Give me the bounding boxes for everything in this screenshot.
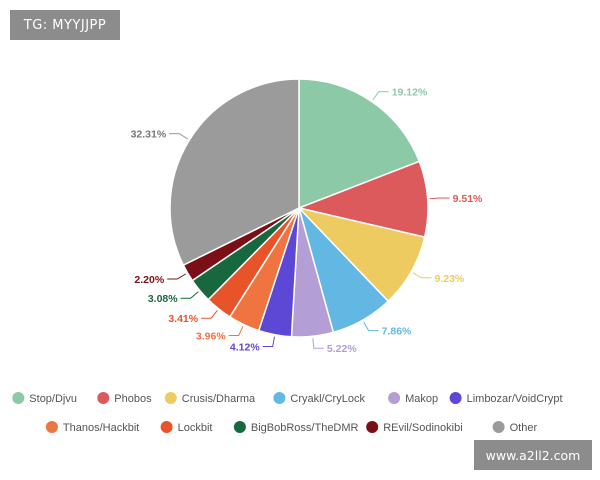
watermark-url: www.a2ll2.com [474, 440, 592, 470]
legend-label-phobos: Phobos [114, 393, 152, 405]
data-label-makop: 5.22% [327, 343, 357, 355]
legend-marker-thanos-hackbit [45, 421, 58, 433]
legend-label-stop-djvu: Stop/Djvu [29, 393, 77, 405]
legend-label-thanos-hackbit: Thanos/Hackbit [63, 422, 139, 434]
pie-data-labels: 19.12% 9.51% 9.23% 7.86% 5.22% 4.12% 3.96% 3.41… [131, 87, 483, 356]
leader-line-lockbit [201, 310, 218, 319]
chart-legend: Stop/Djvu Phobos Crusis/Dharma Cryakl/CryLo… [12, 392, 563, 434]
legend-marker-revil-sodinokibi [366, 421, 379, 433]
pie-slice-phobos [296, 160, 429, 239]
legend-marker-stop-djvu [12, 392, 25, 404]
legend-marker-makop [388, 392, 401, 404]
legend-marker-crusis-dharma [164, 392, 177, 404]
pie-leader-lines [167, 91, 450, 349]
legend-marker-phobos [97, 392, 110, 404]
data-label-phobos: 9.51% [453, 193, 483, 205]
data-label-revil-sodinokibi: 2.20% [134, 274, 164, 286]
pie-slice-stop-djvu [298, 78, 421, 210]
legend-label-limbozar-voidcrypt: Limbozar/VoidCrypt [467, 393, 563, 405]
pie-slice-other [169, 78, 300, 267]
legend-label-crusis-dharma: Crusis/Dharma [182, 393, 256, 405]
leader-line-limbozar-voidcrypt [262, 336, 275, 347]
leader-line-phobos [429, 197, 450, 200]
legend-marker-lockbit [160, 421, 173, 433]
watermark-tag: TG: MYYJJPP [10, 10, 120, 40]
data-label-other: 32.31% [131, 129, 167, 141]
pie-slices [169, 78, 429, 338]
leader-line-stop-djvu [372, 91, 389, 101]
data-label-stop-djvu: 19.12% [392, 87, 428, 99]
data-label-bigbobross-thedmr: 3.08% [148, 293, 178, 305]
data-label-crusis-dharma: 9.23% [435, 273, 465, 285]
leader-line-cryakl-crylock [363, 321, 379, 332]
data-label-thanos-hackbit: 3.96% [196, 331, 226, 343]
legend-marker-bigbobross-thedmr [233, 421, 246, 433]
legend-label-cryakl-crylock: Cryakl/CryLock [290, 393, 365, 405]
data-label-lockbit: 3.41% [168, 313, 198, 325]
leader-line-makop [312, 338, 324, 349]
legend-label-revil-sodinokibi: REvil/Sodinokibi [383, 422, 462, 434]
legend-marker-cryakl-crylock [273, 392, 286, 404]
legend-label-bigbobross-thedmr: BigBobRoss/TheDMR [251, 422, 359, 434]
leader-line-bigbobross-thedmr [180, 291, 199, 299]
leader-line-revil-sodinokibi [167, 273, 187, 280]
data-label-cryakl-crylock: 7.86% [382, 326, 412, 338]
leader-line-crusis-dharma [412, 272, 432, 279]
legend-label-makop: Makop [405, 393, 438, 405]
data-label-limbozar-voidcrypt: 4.12% [230, 342, 260, 354]
legend-marker-limbozar-voidcrypt [449, 392, 462, 404]
leader-line-thanos-hackbit [228, 326, 244, 336]
leader-line-other [169, 133, 188, 140]
legend-label-lockbit: Lockbit [178, 422, 213, 434]
legend-label-other: Other [510, 422, 538, 434]
legend-marker-other [492, 421, 505, 433]
